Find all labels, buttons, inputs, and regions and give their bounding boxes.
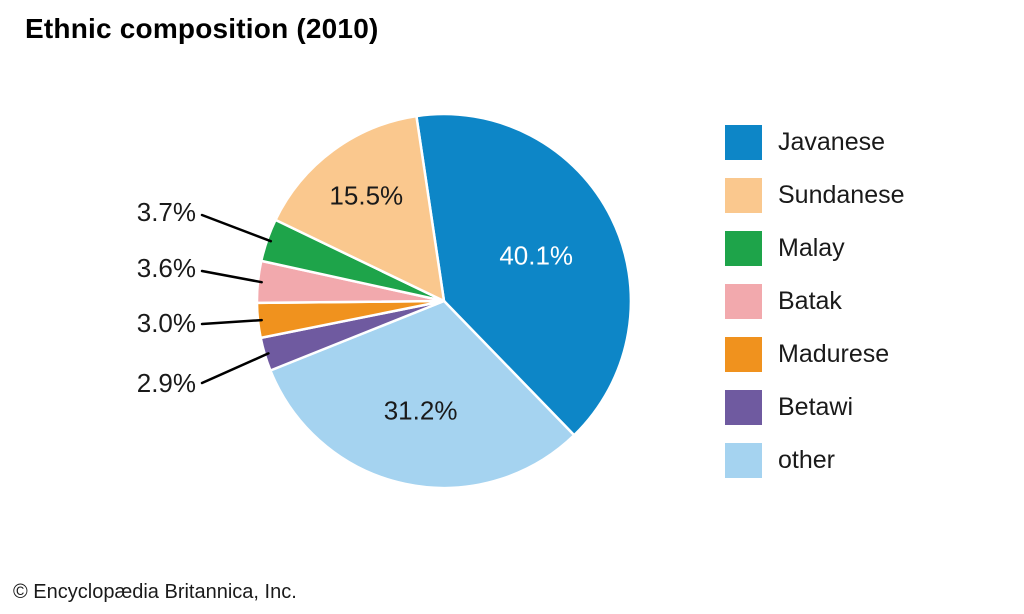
legend-label-sundanese: Sundanese	[778, 181, 905, 209]
legend-swatch-other	[725, 443, 762, 478]
pie-slice-other	[269, 299, 576, 490]
legend-item-javanese: Javanese	[725, 125, 905, 160]
legend-swatch-javanese	[725, 125, 762, 160]
copyright-text: © Encyclopædia Britannica, Inc.	[13, 581, 297, 603]
pie-percent-label-sundanese: 15.5%	[329, 181, 403, 211]
pie-percent-label-madurese: 3.0%	[137, 308, 196, 338]
leader-line-madurese	[200, 318, 263, 326]
legend-item-batak: Batak	[725, 284, 905, 319]
legend-item-other: other	[725, 443, 905, 478]
legend-item-malay: Malay	[725, 231, 905, 266]
leader-line-malay	[200, 213, 273, 243]
legend-swatch-batak	[725, 284, 762, 319]
legend-label-javanese: Javanese	[778, 128, 886, 156]
legend-label-betawi: Betawi	[778, 393, 854, 421]
legend-swatch-sundanese	[725, 178, 762, 213]
legend-swatch-malay	[725, 231, 762, 266]
leader-line-betawi	[200, 352, 270, 385]
pie-percent-label-other: 31.2%	[384, 396, 458, 426]
legend-item-madurese: Madurese	[725, 337, 905, 372]
legend-label-other: other	[778, 446, 835, 474]
pie-slice-sundanese	[274, 114, 446, 303]
pie-percent-label-malay: 3.7%	[137, 197, 196, 227]
legend-label-madurese: Madurese	[778, 340, 890, 368]
chart-title: Ethnic composition (2010)	[25, 13, 379, 44]
pie-slice-javanese	[415, 112, 633, 437]
pie-percent-label-betawi: 2.9%	[137, 368, 196, 398]
legend-label-batak: Batak	[778, 287, 842, 315]
pie-percent-label-javanese: 40.1%	[499, 240, 573, 270]
legend-swatch-betawi	[725, 390, 762, 425]
legend-swatch-madurese	[725, 337, 762, 372]
legend-item-sundanese: Sundanese	[725, 178, 905, 213]
legend-item-betawi: Betawi	[725, 390, 905, 425]
pie-percent-label-batak: 3.6%	[137, 253, 196, 283]
leader-line-batak	[200, 269, 263, 284]
legend-label-malay: Malay	[778, 234, 845, 262]
legend: Javanese Sundanese Malay Batak Madurese Betaw…	[725, 125, 905, 496]
